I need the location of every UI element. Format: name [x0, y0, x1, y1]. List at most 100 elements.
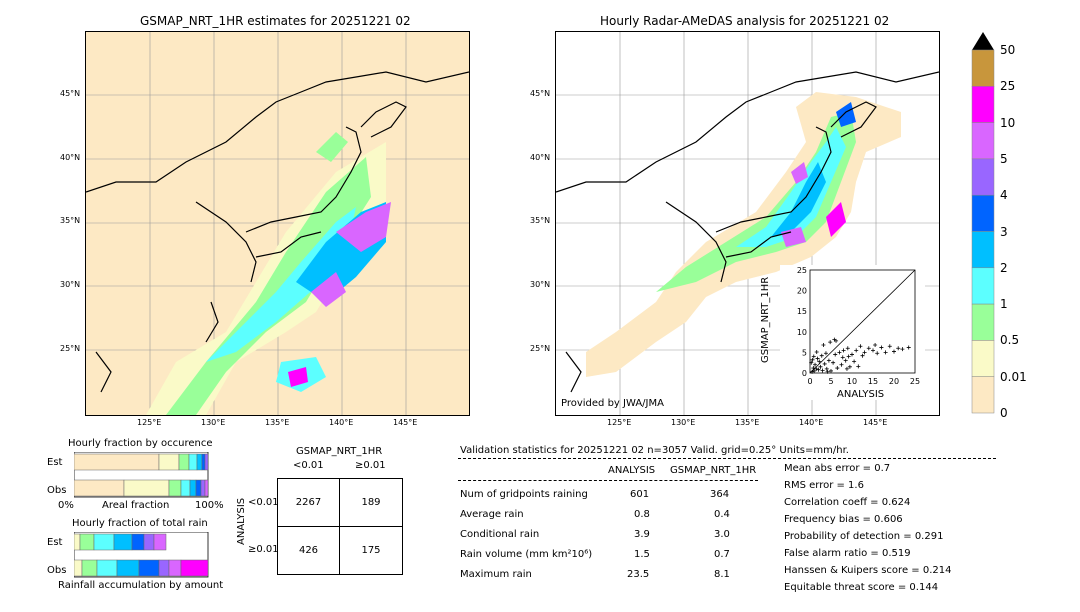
- contingency-row-lt: <0.01: [248, 497, 279, 508]
- scatter-point: [814, 366, 819, 371]
- scatter-point: [817, 359, 822, 364]
- scatter-point: [900, 347, 905, 352]
- scatter-point: [845, 346, 850, 351]
- scatter-xtick: 25: [910, 377, 920, 386]
- contingency-v21: 426: [298, 545, 319, 556]
- scatter-point: [837, 350, 842, 355]
- left-map: [85, 31, 470, 416]
- score-4: Probability of detection = 0.291: [784, 531, 944, 542]
- scatter-point: [850, 352, 854, 357]
- scatter-xtick: 5: [828, 377, 833, 386]
- scatter-xtick: 15: [868, 377, 878, 386]
- colorbar-label: 0.01: [1000, 369, 1027, 384]
- colorbar-label: 10: [1000, 115, 1016, 130]
- score-0: Mean abs error = 0.7: [784, 463, 891, 474]
- scatter-xtick: 0: [807, 377, 812, 386]
- scatter-point: [816, 367, 821, 372]
- colorbar-label: 3: [1000, 224, 1008, 239]
- scatter-point: [841, 348, 846, 353]
- right-lon-145: 145°E: [863, 418, 888, 427]
- contingency-grid: 2267 189 426 175: [277, 478, 403, 575]
- stat-label-1: Average rain: [460, 509, 524, 520]
- credit-text: Provided by JWA/JMA: [561, 398, 664, 409]
- scatter-xlabel: ANALYSIS: [837, 389, 885, 400]
- validation-col-analysis: ANALYSIS: [608, 465, 656, 476]
- score-7: Equitable threat score = 0.144: [784, 582, 939, 593]
- occurrence-axis-left: 0%: [58, 500, 74, 511]
- left-lon-130: 130°E: [201, 418, 226, 427]
- scatter-point: [892, 349, 896, 354]
- occurrence-chart: [73, 451, 209, 498]
- contingency-title: GSMAP_NRT_1HR: [296, 446, 383, 457]
- colorbar-label: 25: [1000, 79, 1016, 94]
- scatter-point: [846, 354, 851, 359]
- colorbar-segment: [971, 303, 995, 341]
- scatter-point: [821, 342, 826, 347]
- contingency-col-lt: <0.01: [293, 460, 324, 471]
- validation-divider: [458, 458, 996, 459]
- scatter-point: [852, 359, 857, 364]
- right-lon-130: 130°E: [671, 418, 696, 427]
- colorbar-label: 5: [1000, 151, 1008, 166]
- left-lon-135: 135°E: [265, 418, 290, 427]
- scatter-point: [833, 352, 838, 357]
- right-lat-35: 35°N: [530, 216, 551, 225]
- colorbar-label: 0: [1000, 406, 1008, 420]
- total-rain-title: Hourly fraction of total rain: [72, 518, 208, 529]
- contingency-v22: 175: [361, 545, 381, 556]
- colorbar-label: 1: [1000, 297, 1008, 312]
- right-lat-40: 40°N: [530, 153, 551, 162]
- left-map-title: GSMAP_NRT_1HR estimates for 20251221 02: [140, 14, 411, 28]
- validation-subdivider: [458, 480, 758, 481]
- scatter-point: [847, 364, 852, 369]
- occurrence-axis-right: 100%: [195, 500, 224, 511]
- scatter-point: [814, 349, 819, 354]
- colorbar-extend-arrow: [972, 32, 994, 50]
- colorbar-segment: [971, 267, 995, 305]
- left-lon-140: 140°E: [329, 418, 354, 427]
- scatter-ytick: 5: [802, 348, 807, 357]
- colorbar-label: 50: [1000, 43, 1016, 57]
- left-lat-35: 35°N: [60, 216, 81, 225]
- contingency-row-ge: ≥0.01: [248, 544, 279, 555]
- right-lon-125: 125°E: [607, 418, 632, 427]
- scatter-point: [844, 366, 849, 371]
- left-lat-45: 45°N: [60, 89, 81, 98]
- scatter-point: [812, 368, 817, 373]
- colorbar-segment: [971, 376, 995, 414]
- contingency-col-ge: ≥0.01: [355, 460, 386, 471]
- scatter-point: [832, 337, 837, 342]
- total-rain-row-est: Est: [47, 537, 63, 548]
- right-lon-135: 135°E: [735, 418, 760, 427]
- validation-header: Validation statistics for 20251221 02 n=…: [460, 445, 849, 456]
- right-lat-25: 25°N: [530, 344, 551, 353]
- left-map-canvas: [86, 32, 469, 415]
- scatter-point: [839, 362, 844, 367]
- occurrence-row-est: Est: [47, 457, 63, 468]
- score-1: RMS error = 1.6: [784, 480, 864, 491]
- total-rain-row-obs: Obs: [47, 565, 67, 576]
- scatter-plot: 0 5 10 15 20 25 0 5 10 15 20 25: [797, 266, 920, 386]
- scatter-frame: [809, 269, 916, 374]
- scatter-point: [819, 353, 824, 358]
- right-lat-45: 45°N: [530, 89, 551, 98]
- stat-gsmap-2: 3.0: [714, 529, 730, 540]
- occurrence-axis-mid: Areal fraction: [102, 500, 170, 511]
- scatter-point: [823, 351, 828, 356]
- scatter-point: [858, 344, 863, 349]
- scatter-point: [879, 345, 884, 350]
- scatter-ytick: 25: [797, 266, 807, 275]
- contingency-v11: 2267: [295, 497, 322, 508]
- stat-gsmap-3: 0.7: [714, 549, 730, 560]
- right-lat-30: 30°N: [530, 280, 551, 289]
- scatter-point: [887, 344, 892, 349]
- scatter-point: [826, 358, 831, 363]
- scatter-point: [860, 353, 865, 358]
- stat-label-4: Maximum rain: [460, 569, 532, 580]
- scatter-xtick: 10: [847, 377, 857, 386]
- stat-gsmap-1: 0.4: [714, 509, 730, 520]
- scatter-point: [866, 346, 871, 351]
- scatter-inset: 0 5 10 15 20 25 0 5 10 15 20 25: [780, 265, 925, 400]
- scatter-point: [906, 345, 911, 350]
- scatter-point: [873, 342, 878, 347]
